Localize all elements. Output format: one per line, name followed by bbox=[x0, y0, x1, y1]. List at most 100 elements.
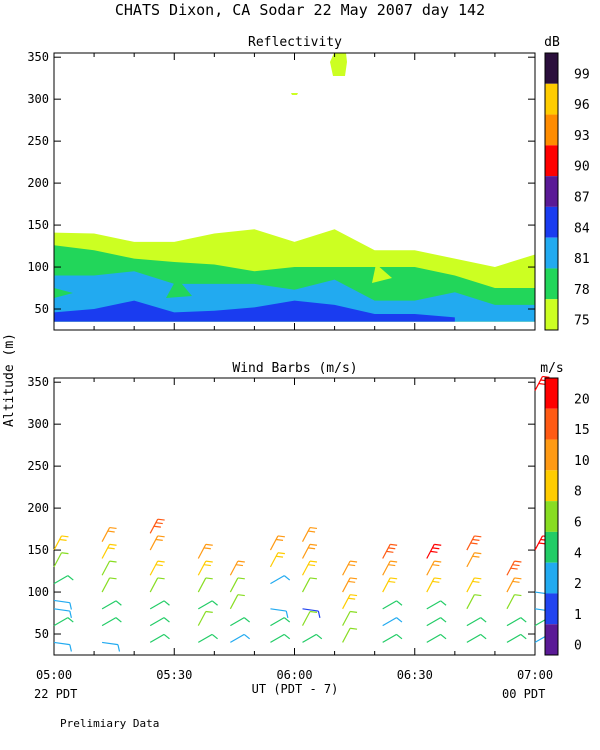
wind-barb-flag bbox=[542, 375, 550, 378]
wind-barb bbox=[302, 608, 321, 619]
y-tick-label: 50 bbox=[35, 627, 49, 641]
wind-barb-shaft bbox=[302, 608, 319, 612]
wind-barb-flag bbox=[308, 547, 316, 550]
colorbar-segment bbox=[545, 470, 558, 502]
colorbar-label: 15 bbox=[574, 423, 590, 438]
colorbar-segment bbox=[545, 237, 558, 269]
wind-barb-shaft bbox=[426, 560, 435, 576]
wind-barb bbox=[506, 617, 527, 627]
wind-barb-shaft bbox=[342, 560, 351, 576]
wind-barb bbox=[53, 641, 72, 652]
wind-barb-flag bbox=[512, 580, 520, 583]
wind-barb-shaft bbox=[466, 552, 475, 568]
wind-barb-shaft bbox=[101, 560, 111, 576]
colorbar-frame bbox=[544, 377, 559, 656]
start-date-label: 22 PDT bbox=[34, 687, 77, 701]
wind-barb-flag bbox=[520, 633, 527, 640]
wind-barb-flag bbox=[350, 627, 358, 630]
wind-axes: 350 300 250 200 150 100 50 05:00 05:30 06:00 06:30… bbox=[27, 375, 553, 682]
wind-barb-flag bbox=[277, 535, 285, 538]
wind-barb bbox=[149, 518, 165, 534]
wind-barb bbox=[102, 641, 121, 652]
wind-barb-flag bbox=[155, 538, 163, 541]
wind-barb-flag bbox=[514, 594, 522, 597]
wind-barb-shaft bbox=[101, 600, 117, 610]
wind-barb-shaft bbox=[302, 633, 317, 643]
wind-barb bbox=[53, 617, 74, 627]
wind-barb-shaft bbox=[466, 577, 475, 593]
wind-barb bbox=[466, 535, 482, 551]
wind-barb bbox=[342, 560, 358, 576]
wind-barb-flag bbox=[474, 594, 482, 597]
wind-barb-flag bbox=[510, 567, 518, 570]
wind-barb-flag bbox=[350, 610, 358, 613]
wind-barb-flag bbox=[434, 543, 442, 546]
wind-barb-flag bbox=[396, 600, 403, 606]
wind-barb bbox=[269, 552, 285, 568]
wind-barb-flag bbox=[67, 617, 74, 623]
wind-barb-shaft bbox=[506, 577, 515, 593]
preliminary-note: Prelimiary Data bbox=[60, 717, 159, 730]
wind-barb-flag bbox=[155, 564, 163, 567]
wind-barb-flag bbox=[285, 610, 289, 619]
wind-barb-flag bbox=[348, 564, 356, 567]
wind-barb-flag bbox=[309, 610, 318, 613]
colorbar-label: 4 bbox=[574, 546, 582, 561]
wind-barb-shaft bbox=[301, 527, 311, 542]
end-date-label: 00 PDT bbox=[502, 687, 545, 701]
wind-barb-shaft bbox=[301, 544, 311, 559]
wind-barb-flag bbox=[211, 633, 218, 640]
reflectivity-patch-75 bbox=[291, 93, 298, 95]
colorbar-label: 78 bbox=[574, 283, 590, 298]
wind-barb-shaft bbox=[101, 544, 111, 559]
wind-barb-flag bbox=[157, 518, 165, 521]
wind-barb-flag bbox=[390, 543, 398, 546]
wind-barb-flag bbox=[386, 550, 394, 553]
colorbar-segment bbox=[545, 378, 558, 409]
wind-frame bbox=[53, 377, 536, 656]
wind-barb-shaft bbox=[53, 575, 69, 585]
wind-barb-shaft bbox=[382, 600, 397, 610]
x-tick-label: 05:00 bbox=[36, 668, 72, 682]
colorbar-label: 99 bbox=[574, 67, 590, 82]
wind-barb-shaft bbox=[270, 608, 287, 612]
wind-barb-flag bbox=[440, 633, 447, 640]
wind-barb-shaft bbox=[102, 641, 119, 646]
wind-barb-shaft bbox=[197, 544, 207, 559]
wind-barb-flag bbox=[440, 617, 447, 623]
y-tick-label: 250 bbox=[27, 459, 49, 473]
wind-barb-shaft bbox=[198, 633, 213, 643]
wind-barb-flag bbox=[69, 610, 72, 619]
colorbar-label: 84 bbox=[574, 221, 590, 236]
wind-barb-flag bbox=[205, 610, 213, 613]
reflectivity-patch-78 bbox=[166, 278, 192, 298]
colorbar-label: 6 bbox=[574, 516, 582, 531]
colorbar-segment bbox=[545, 501, 558, 532]
wind-barb-shaft bbox=[53, 641, 70, 646]
wind-barb-shaft bbox=[466, 594, 475, 610]
colorbar-segment bbox=[545, 439, 558, 471]
wind-barb-shaft bbox=[149, 600, 165, 610]
wind-barb bbox=[302, 633, 323, 643]
wind-units: m/s bbox=[540, 361, 563, 376]
wind-barb-flag bbox=[432, 580, 440, 583]
wind-barb-flag bbox=[163, 617, 170, 623]
colorbar-label: 20 bbox=[574, 392, 590, 407]
wind-barb-flag bbox=[283, 617, 291, 623]
x-tick-label: 06:30 bbox=[397, 668, 433, 682]
wind-barb-shaft bbox=[149, 577, 159, 593]
wind-barb-flag bbox=[474, 577, 482, 580]
wind-barb bbox=[426, 600, 447, 610]
wind-barb-flag bbox=[350, 594, 358, 597]
x-tick-label: 05:30 bbox=[156, 668, 192, 682]
wind-barb-flag bbox=[69, 644, 72, 652]
wind-barb-flag bbox=[276, 555, 284, 558]
y-tick-label: 100 bbox=[27, 260, 49, 274]
colorbar-label: 93 bbox=[574, 129, 590, 144]
wind-barb-shaft bbox=[466, 633, 482, 643]
wind-title: Wind Barbs (m/s) bbox=[232, 361, 357, 376]
wind-barb-shaft bbox=[426, 600, 441, 610]
wind-barb-shaft bbox=[301, 611, 311, 626]
wind-barb-flag bbox=[109, 543, 117, 546]
